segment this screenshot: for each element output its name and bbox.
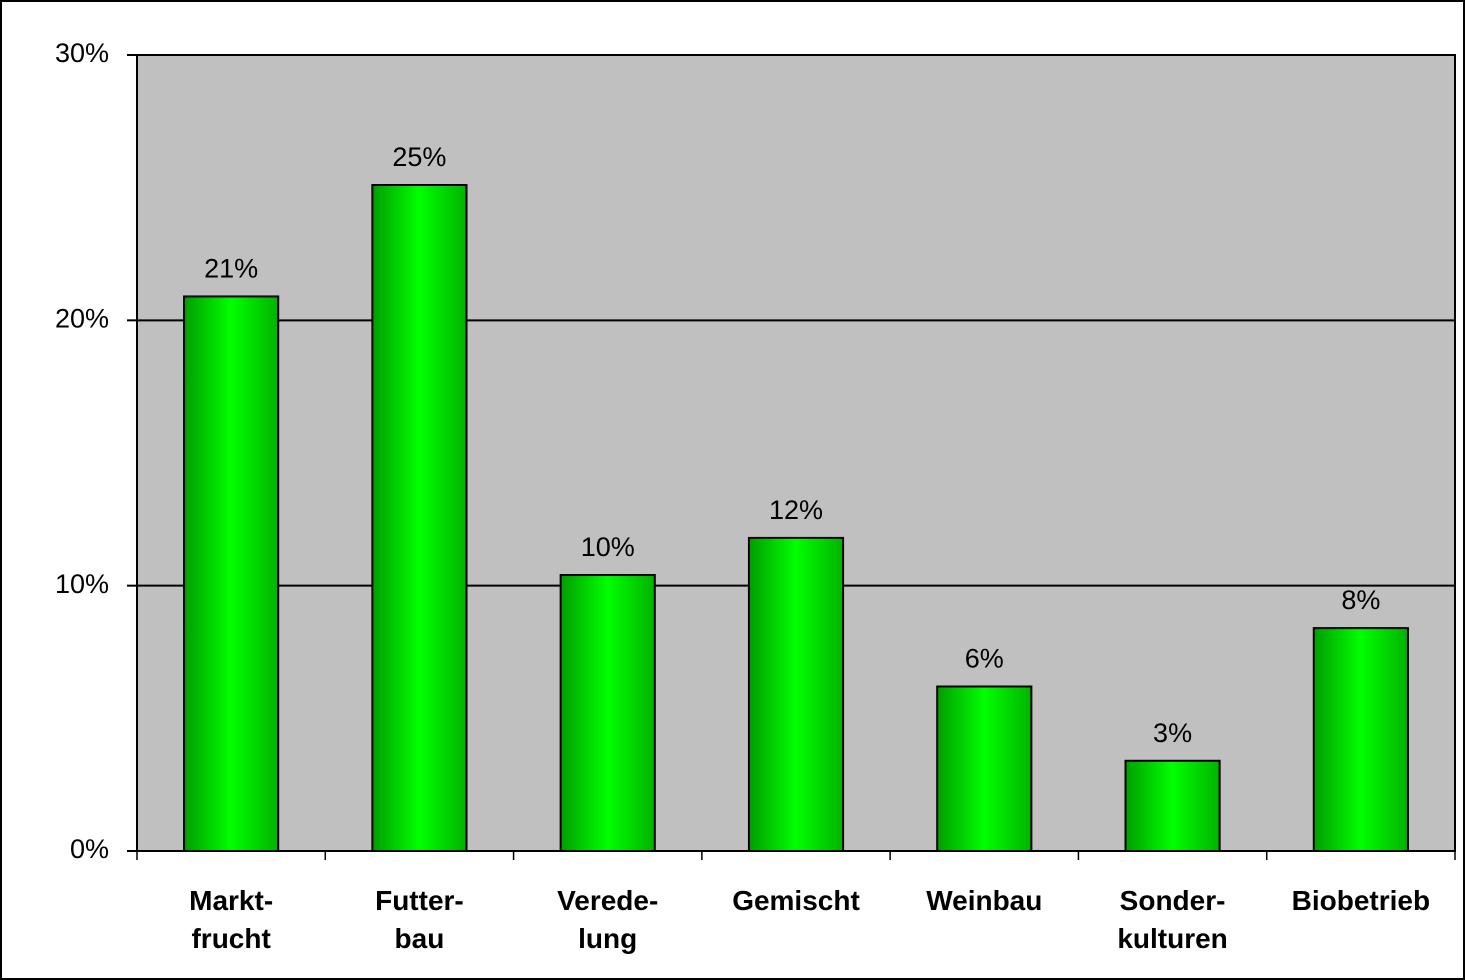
bar [1124,759,1221,853]
y-tick-label: 0% [70,834,109,864]
y-tick-label: 30% [55,38,109,68]
value-label: 21% [204,254,258,284]
x-tick-label: Futter- bau [375,885,464,954]
value-label: 8% [1341,585,1380,615]
value-label: 25% [392,142,446,172]
value-label: 3% [1153,718,1192,748]
bar [747,536,845,852]
value-label: 10% [581,532,635,562]
x-tick-label: Weinbau [926,885,1043,916]
y-tick-label: 20% [55,303,109,333]
bar [936,685,1033,853]
x-tick-label: Biobetrieb [1291,885,1431,916]
value-label: 6% [965,644,1004,674]
x-tick-label: Markt- frucht [189,885,274,954]
y-tick-label: 10% [55,569,109,599]
bar [1312,627,1409,852]
x-tick-label: Gemischt [732,885,860,916]
value-label: 12% [769,495,823,525]
x-tick-label: Sonder- kulturen [1117,885,1228,954]
bar [559,574,656,852]
bar [371,184,468,853]
x-tick-label: Verede- lung [557,885,659,954]
bar [183,295,280,853]
